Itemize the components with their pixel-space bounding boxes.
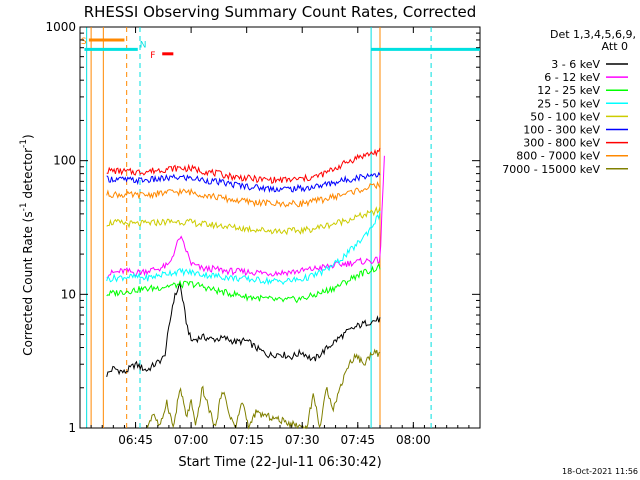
x-tick-label-5: 08:00 [396,433,431,447]
footer-date: 18-Oct-2021 11:56 [562,467,638,476]
legend-label-4: 50 - 100 keV [530,110,600,123]
legend-label-6: 300 - 800 keV [523,137,600,150]
legend-title-detectors: Det 1,3,4,5,6,9, [550,28,636,41]
observing-flags: S NF [81,37,480,61]
marker-lines [86,27,432,428]
series-line-1 [106,155,385,279]
y-label-sup1: -1 [19,202,29,211]
series-line-4 [106,206,381,236]
legend-label-1: 6 - 12 keV [544,71,600,84]
x-tick-label-0: 06:45 [118,433,153,447]
y-tick-label-2: 100 [53,154,76,168]
x-tick-label-2: 07:15 [229,433,264,447]
y-label-main: Corrected Count Rate (s [21,211,35,355]
series-line-2 [106,262,381,304]
flag-label-1: N [140,40,147,50]
series-line-6 [106,147,381,184]
flag-label-0: S [81,37,87,47]
x-tick-label-1: 07:00 [174,433,209,447]
y-tick-label-0: 1 [68,421,76,435]
chart-title: RHESSI Observing Summary Count Rates, Co… [84,3,477,21]
legend-title-attenuator: Att 0 [602,40,628,53]
series-line-3 [106,211,381,286]
legend-label-3: 25 - 50 keV [537,97,600,110]
flag-label-2: F [150,51,155,61]
y-label-sup2: -1 [19,139,29,148]
x-tick-label-3: 07:30 [285,433,320,447]
axes: 06:45 07:00 07:15 07:30 07:45 08:00 1 10 100 1000 [45,20,481,447]
y-label-mid: detector [21,148,35,203]
legend-label-5: 100 - 300 keV [523,124,600,137]
series-layer [106,147,385,430]
y-label-end: ) [21,134,35,139]
x-tick-label-4: 07:45 [340,433,375,447]
legend-label-8: 7000 - 15000 keV [502,163,600,176]
y-tick-label-1: 10 [61,287,76,301]
legend-label-0: 3 - 6 keV [551,58,600,71]
series-line-8 [146,348,381,430]
x-axis-label: Start Time (22-Jul-11 06:30:42) [178,455,381,470]
y-tick-label-3: 1000 [45,20,76,34]
y-axis-label: Corrected Count Rate (s-1 detector-1) [19,134,35,355]
legend-label-2: 12 - 25 keV [537,84,600,97]
series-line-0 [106,281,381,378]
svg-text:Corrected Count Rate (s-1 dete: Corrected Count Rate (s-1 detector-1) [19,134,35,355]
legend-label-7: 800 - 7000 keV [516,150,600,163]
series-line-5 [106,171,381,194]
series-line-7 [106,180,381,208]
